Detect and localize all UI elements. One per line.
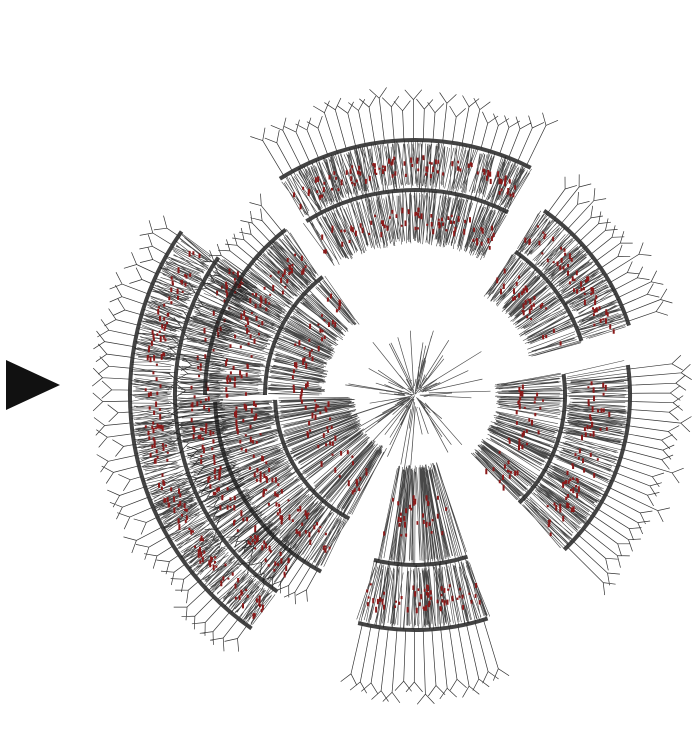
branch-lines [483,210,628,357]
ring-arc [273,399,351,521]
highlight-nodes [496,225,615,346]
leaf-branches [547,174,673,322]
highlight-nodes [225,253,342,400]
branch-lines [205,229,360,399]
ring-arc [517,373,567,505]
ring-arc [278,138,532,181]
tree-layer [91,87,692,705]
ring-arc [562,364,632,552]
leaf-branches [91,215,248,652]
ring-arc [305,188,509,223]
hub-links [345,330,491,472]
leaf-branches [340,619,510,705]
leaf-branches [566,354,692,596]
ring-arc [373,554,469,567]
leaf-branches [250,87,559,177]
highlight-nodes [366,495,481,614]
leaf-branches [165,193,283,398]
branch-lines [216,397,387,569]
ring-arc [263,275,324,396]
ring-arc [357,616,489,632]
highlight-nodes [293,155,517,254]
ring-arc [203,227,287,396]
ring-arc [514,250,584,342]
highlight-nodes [485,381,611,537]
ring-arc [173,256,279,594]
ring-arc [128,230,253,631]
branch-lines [356,462,491,630]
pointer-arrow [6,360,60,410]
ring-arc [542,209,631,327]
highlight-nodes [234,399,368,553]
